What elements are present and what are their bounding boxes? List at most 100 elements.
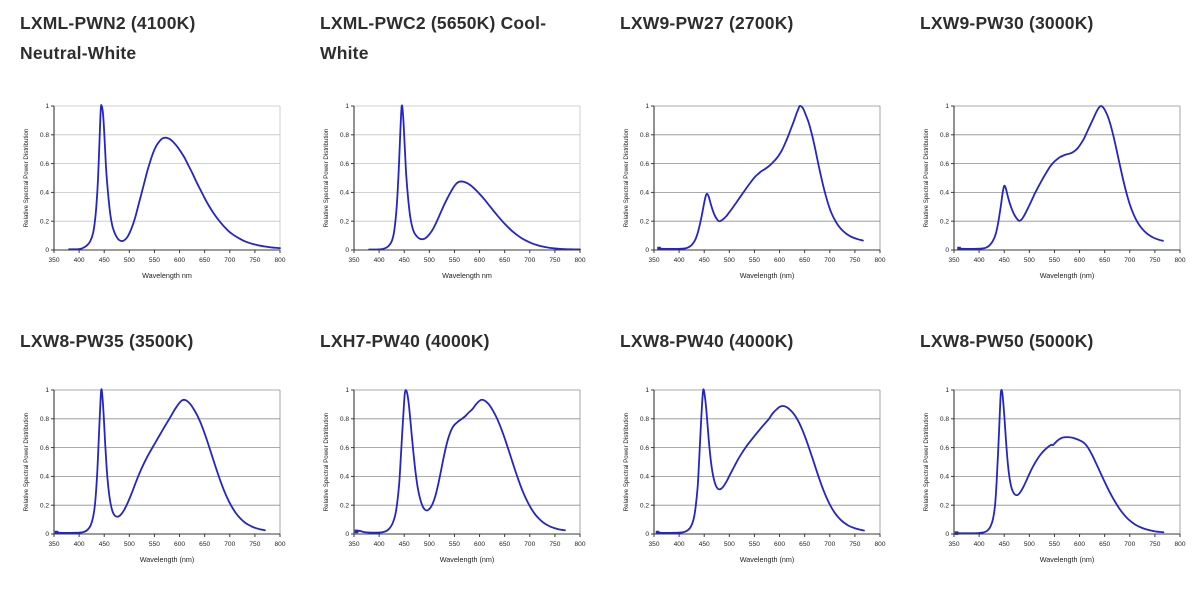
y-axis-label: Relative Spectral Power Distribution — [23, 128, 30, 227]
x-tick-label: 600 — [474, 541, 485, 548]
chart-title-line1: LXML-PWC2 (5650K) Cool- — [320, 13, 547, 33]
x-tick-label: 500 — [724, 257, 735, 264]
y-tick-label: 0.4 — [640, 190, 649, 197]
y-axis-label: Relative Spectral Power Distribution — [323, 128, 330, 227]
spd-chart-lxw9-pw27: 0 0.2 0.4 0.6 0.8 1 350 400 450 500 550 600 650 700 75… — [623, 103, 886, 280]
x-tick-label: 600 — [174, 541, 185, 548]
x-tick-label: 550 — [1049, 257, 1060, 264]
y-axis-label: Relative Spectral Power Distribution — [623, 412, 630, 511]
curve-start-marker — [655, 530, 660, 535]
x-tick-label: 750 — [849, 541, 860, 548]
x-tick-label: 350 — [948, 541, 959, 548]
charts-grid: LXML-PWN2 (4100K) Neutral-White 0 0.2 0.4 0… — [0, 8, 1200, 580]
x-tick-label: 600 — [774, 257, 785, 264]
x-tick-label: 650 — [799, 541, 810, 548]
y-tick-label: 0.6 — [640, 445, 649, 452]
chart-title-line1: LXW8-PW35 (3500K) — [20, 331, 194, 351]
y-axis-label: Relative Spectral Power Distribution — [923, 128, 930, 227]
x-tick-label: 400 — [674, 541, 685, 548]
x-tick-label: 800 — [1174, 257, 1185, 264]
x-tick-label: 450 — [399, 541, 410, 548]
x-tick-label: 750 — [549, 541, 560, 548]
x-tick-label: 800 — [274, 257, 285, 264]
chart-cell: LXML-PWC2 (5650K) Cool- White 0 0.2 0.4 0.6… — [300, 8, 600, 296]
y-tick-label: 0.8 — [940, 132, 949, 139]
x-tick-label: 650 — [1099, 541, 1110, 548]
x-tick-label: 500 — [124, 257, 135, 264]
x-tick-label: 600 — [774, 541, 785, 548]
y-axis-label: Relative Spectral Power Distribution — [923, 412, 930, 511]
x-tick-label: 550 — [749, 541, 760, 548]
y-tick-label: 0.6 — [640, 161, 649, 168]
curve-start-marker — [954, 531, 959, 535]
x-tick-label: 750 — [1149, 541, 1160, 548]
x-tick-label: 400 — [974, 257, 985, 264]
y-tick-label: 0.6 — [340, 445, 349, 452]
x-tick-label: 400 — [74, 541, 85, 548]
x-tick-label: 700 — [524, 541, 535, 548]
x-tick-label: 550 — [449, 257, 460, 264]
y-tick-label: 0.2 — [340, 502, 349, 509]
y-tick-label: 0 — [45, 531, 49, 538]
y-tick-label: 0.4 — [40, 190, 49, 197]
x-tick-label: 450 — [999, 541, 1010, 548]
y-tick-label: 0 — [345, 247, 349, 254]
x-axis-label: Wavelength (nm) — [1040, 271, 1094, 280]
spd-curve — [55, 388, 266, 534]
spd-curve — [656, 388, 865, 534]
chart-title-line1: LXW9-PW30 (3000K) — [920, 13, 1094, 33]
y-tick-label: 0.8 — [340, 416, 349, 423]
chart-title: LXW8-PW35 (3500K) — [20, 326, 294, 380]
chart-cell: LXW9-PW27 (2700K) 0 0.2 0.4 0.6 0.8 1 350 400 45… — [600, 8, 900, 296]
curve-start-marker — [354, 529, 359, 534]
x-tick-label: 450 — [399, 257, 410, 264]
spd-curve — [368, 104, 581, 251]
x-tick-label: 800 — [574, 257, 585, 264]
x-tick-label: 550 — [149, 541, 160, 548]
x-tick-label: 350 — [948, 257, 959, 264]
y-tick-label: 0.4 — [340, 190, 349, 197]
chart-title: LXW8-PW40 (4000K) — [620, 326, 894, 380]
spd-chart-lxml-pwn2: 0 0.2 0.4 0.6 0.8 1 350 400 450 500 550 600 650 700 75… — [23, 103, 286, 280]
y-tick-label: 1 — [345, 387, 349, 394]
x-tick-label: 650 — [499, 257, 510, 264]
y-tick-label: 0.2 — [640, 502, 649, 509]
y-tick-label: 0.2 — [340, 218, 349, 225]
spd-curve — [958, 105, 1164, 250]
chart-cell: LXW8-PW35 (3500K) 0 0.2 0.4 0.6 0.8 1 350 400 45… — [0, 326, 300, 580]
x-tick-label: 550 — [149, 257, 160, 264]
y-tick-label: 0.2 — [940, 502, 949, 509]
y-axis-label: Relative Spectral Power Distribution — [323, 412, 330, 511]
chart-cell: LXML-PWN2 (4100K) Neutral-White 0 0.2 0.4 0… — [0, 8, 300, 296]
y-tick-label: 0 — [45, 247, 49, 254]
spd-curve — [68, 104, 281, 251]
y-tick-label: 1 — [945, 387, 949, 394]
curve-start-marker — [54, 530, 59, 535]
x-axis-label: Wavelength (nm) — [440, 555, 494, 564]
x-tick-label: 800 — [874, 541, 885, 548]
x-axis-label: Wavelength (nm) — [140, 555, 194, 564]
x-tick-label: 650 — [499, 541, 510, 548]
y-tick-label: 0.6 — [940, 445, 949, 452]
x-tick-label: 800 — [874, 257, 885, 264]
y-tick-label: 0.2 — [40, 218, 49, 225]
spd-chart-lxw8-pw35: 0 0.2 0.4 0.6 0.8 1 350 400 450 500 550 600 650 700 75… — [23, 387, 286, 564]
chart-title: LXW9-PW30 (3000K) — [920, 8, 1194, 96]
x-tick-label: 500 — [124, 541, 135, 548]
x-tick-label: 750 — [849, 257, 860, 264]
x-tick-label: 600 — [1074, 541, 1085, 548]
y-tick-label: 0.2 — [940, 218, 949, 225]
y-tick-label: 1 — [345, 103, 349, 110]
y-tick-label: 1 — [645, 103, 649, 110]
x-axis-label: Wavelength (nm) — [1040, 555, 1094, 564]
y-tick-label: 0.8 — [640, 416, 649, 423]
y-tick-label: 0.4 — [40, 474, 49, 481]
chart-cell: LXH7-PW40 (4000K) 0 0.2 0.4 0.6 0.8 1 350 400 45… — [300, 326, 600, 580]
x-tick-label: 800 — [274, 541, 285, 548]
spd-chart-lxw8-pw50: 0 0.2 0.4 0.6 0.8 1 350 400 450 500 550 600 650 700 75… — [923, 387, 1186, 564]
x-tick-label: 650 — [799, 257, 810, 264]
x-tick-label: 700 — [1124, 541, 1135, 548]
x-tick-label: 750 — [1149, 257, 1160, 264]
y-axis-label: Relative Spectral Power Distribution — [623, 128, 630, 227]
x-tick-label: 600 — [174, 257, 185, 264]
